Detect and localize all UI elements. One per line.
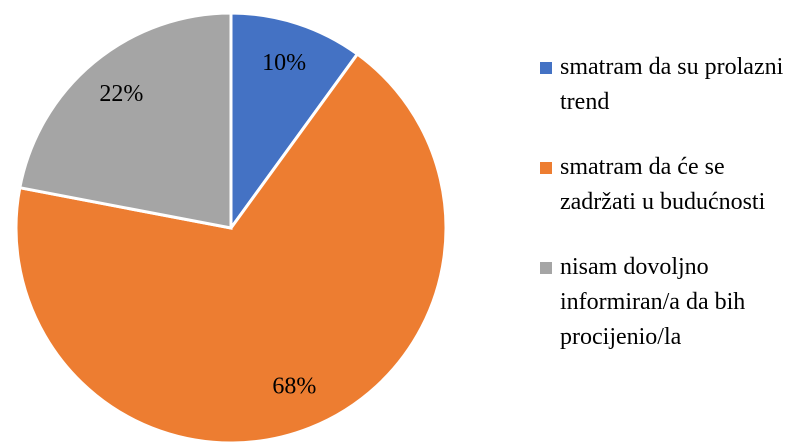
legend-label: smatram da će se zadržati u budućnosti (560, 154, 766, 215)
chart: 10% 68% 22% (14, 11, 448, 443)
legend-item: smatram da će se zadržati u budućnosti (540, 150, 805, 220)
legend-item: nisam dovoljno informiran/a da bih proci… (540, 250, 805, 355)
legend-swatch (540, 62, 552, 74)
pie-slice (229, 11, 360, 233)
legend-item: smatram da su prolazni trend (540, 50, 805, 120)
legend-swatch (540, 162, 552, 174)
legend: smatram da su prolazni trend smatram da ć… (540, 50, 805, 355)
pie-slice (18, 11, 233, 230)
data-label: 10% (262, 50, 306, 76)
legend-label: smatram da su prolazni trend (560, 54, 784, 115)
legend-swatch (540, 262, 552, 274)
data-label: 22% (99, 81, 143, 107)
pie-slice (14, 51, 448, 443)
data-label: 68% (272, 373, 316, 399)
legend-label: nisam dovoljno informiran/a da bih proci… (560, 254, 746, 350)
